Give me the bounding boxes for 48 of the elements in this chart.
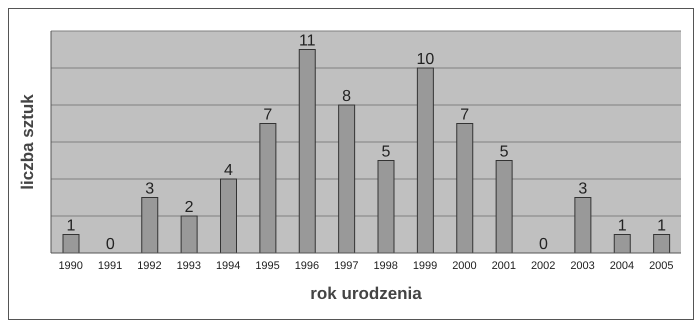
- x-tick-label: 1995: [255, 260, 280, 272]
- data-label: 7: [263, 106, 272, 124]
- y-axis-title: liczba sztuk: [18, 94, 38, 190]
- bar: [378, 160, 394, 253]
- data-label: 5: [500, 144, 509, 160]
- data-label: 1: [66, 218, 76, 234]
- x-tick-label: 2003: [570, 260, 595, 272]
- x-tick-label: 1992: [137, 260, 162, 272]
- bar: [416, 68, 434, 253]
- bar: [614, 234, 631, 253]
- data-label: 1: [618, 218, 627, 234]
- x-tick-label: 1996: [294, 260, 320, 272]
- x-tick-label: 1993: [176, 260, 202, 272]
- data-label: 5: [382, 144, 391, 160]
- bar: [180, 216, 198, 253]
- bar: [141, 197, 158, 253]
- data-label: 3: [145, 180, 154, 198]
- bar: [456, 123, 474, 253]
- x-tick-label: 2004: [610, 260, 634, 272]
- x-tick-label: 1999: [412, 260, 438, 272]
- data-label: 0: [106, 236, 115, 253]
- data-label: 11: [298, 32, 316, 50]
- data-label: 3: [578, 180, 588, 198]
- data-label: 1: [657, 218, 666, 234]
- data-label: 10: [416, 51, 434, 68]
- data-label: 0: [539, 236, 548, 253]
- x-tick-label: 1998: [373, 260, 398, 272]
- bar: [653, 234, 670, 253]
- x-tick-label: 2005: [649, 260, 674, 272]
- data-label: 2: [184, 199, 194, 216]
- x-tick-label: 1997: [334, 260, 359, 272]
- bar: [220, 178, 237, 253]
- x-tick-label: 2000: [452, 260, 477, 272]
- x-tick-label: 1991: [98, 260, 122, 272]
- data-label: 7: [460, 106, 470, 124]
- bar: [338, 104, 356, 253]
- x-tick-label: 2002: [530, 260, 556, 272]
- data-label: 8: [342, 88, 352, 105]
- bar: [496, 160, 513, 253]
- bar: [62, 234, 80, 253]
- bar: [259, 123, 276, 253]
- x-tick-label: 1994: [216, 260, 240, 272]
- x-axis-title: rok urodzenia: [310, 284, 422, 303]
- data-label: 4: [224, 162, 234, 179]
- x-tick-label: 1990: [58, 260, 83, 272]
- x-tick-label: 2001: [492, 260, 516, 272]
- bar: [298, 49, 316, 253]
- bar: [574, 197, 592, 253]
